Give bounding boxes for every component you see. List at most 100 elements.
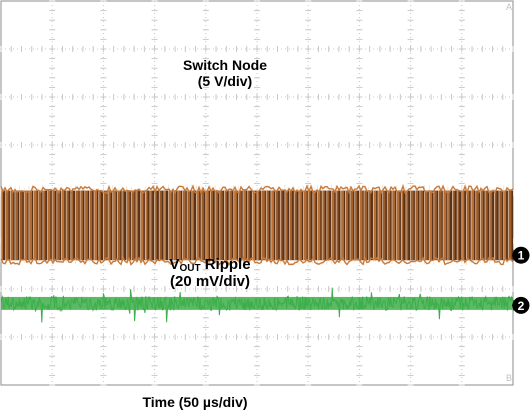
channel-marker-label: 2 xyxy=(518,299,525,313)
switch-node-pulse xyxy=(443,190,447,261)
switch-node-pulse xyxy=(108,190,111,261)
switch-node-pulse xyxy=(177,190,181,261)
switch-node-pulse xyxy=(466,190,470,261)
switch-node-pulse xyxy=(205,190,209,261)
switch-node-pulse xyxy=(270,190,274,261)
switch-node-pulse xyxy=(10,190,14,261)
switch-node-pulse xyxy=(471,190,475,261)
switch-node-pulse xyxy=(336,190,339,261)
switch-node-pulse xyxy=(322,190,325,261)
switch-node-pulse xyxy=(122,190,125,261)
switch-node-pulse xyxy=(201,190,204,261)
switch-node-pulse xyxy=(219,190,223,261)
switch-node-pulse xyxy=(182,190,186,261)
switch-node-pulse xyxy=(252,190,256,261)
switch-node-pulse xyxy=(405,190,409,261)
switch-node-pulse xyxy=(243,190,246,261)
switch-node-pulse xyxy=(364,190,368,261)
vout-ripple-label-v: V xyxy=(169,256,180,273)
switch-node-pulse xyxy=(350,190,354,261)
switch-node-pulse xyxy=(145,190,148,261)
switch-node-pulse xyxy=(298,190,302,261)
switch-node-pulse xyxy=(210,190,213,261)
switch-node-pulse xyxy=(247,190,250,261)
switch-node-pulse xyxy=(229,190,232,261)
switch-node-pulse xyxy=(275,190,279,261)
switch-node-pulse xyxy=(14,190,18,261)
switch-node-pulse xyxy=(429,190,433,261)
switch-node-pulse xyxy=(303,190,307,261)
switch-node-pulse xyxy=(280,190,283,261)
switch-node-pulse xyxy=(98,190,101,261)
switch-node-pulse xyxy=(461,190,465,261)
switch-node-pulse xyxy=(84,190,88,261)
switch-node-pulse xyxy=(391,190,396,261)
switch-node-pulse xyxy=(103,190,107,261)
channel-marker-2 xyxy=(512,296,530,314)
vout-ripple-trace-group xyxy=(0,287,513,323)
vout-ripple-label: VOUT Ripple (20 mV/div) xyxy=(150,256,270,291)
switch-node-pulse xyxy=(70,190,74,261)
switch-node-pulse xyxy=(19,190,23,261)
switch-node-pulse xyxy=(266,190,269,261)
switch-node-high-edge xyxy=(0,183,514,196)
switch-node-pulse xyxy=(508,190,512,261)
switch-node-pulse xyxy=(480,190,484,261)
switch-node-pulse xyxy=(457,190,460,261)
switch-node-pulse xyxy=(28,190,33,261)
switch-node-pulse xyxy=(284,190,288,261)
vout-ripple-trace xyxy=(0,287,513,323)
corner-label-bottom-right: B xyxy=(506,373,512,383)
switch-node-trace-group xyxy=(0,183,514,266)
switch-node-label: Switch Node (5 V/div) xyxy=(150,57,300,89)
corner-label-top-right: A xyxy=(506,2,512,12)
vout-ripple-label-subscript: OUT xyxy=(179,263,201,274)
switch-node-pulse xyxy=(238,190,242,261)
switch-node-pulse xyxy=(452,190,455,261)
switch-node-pulse xyxy=(38,190,42,261)
switch-node-pulse xyxy=(396,190,400,261)
switch-node-label-name: Switch Node xyxy=(182,57,267,73)
switch-node-pulse xyxy=(326,190,330,261)
vout-ripple-label-scale: (20 mV/div) xyxy=(169,273,251,291)
channel-marker-1 xyxy=(512,246,530,264)
switch-node-pulse xyxy=(317,190,321,261)
channel-markers: 12 xyxy=(512,246,530,314)
switch-node-pulse xyxy=(215,190,218,261)
switch-node-pulse xyxy=(135,190,139,261)
switch-node-pulse xyxy=(368,190,371,261)
switch-node-pulse xyxy=(191,190,195,261)
switch-node-pulse xyxy=(154,190,157,261)
x-axis-label: Time (50 µs/div) xyxy=(142,394,248,410)
switch-node-pulse xyxy=(438,190,442,261)
switch-node-pulse xyxy=(42,190,46,261)
switch-node-pulse xyxy=(419,190,423,261)
switch-node-pulse xyxy=(89,190,93,261)
switch-node-pulse xyxy=(382,190,386,261)
switch-node-pulse xyxy=(1,190,3,261)
switch-node-pulse xyxy=(187,190,191,261)
switch-node-low-edge xyxy=(0,256,514,266)
switch-node-pulse xyxy=(75,190,79,261)
switch-node-pulse xyxy=(112,190,116,261)
vout-ripple-label-rest: Ripple xyxy=(200,256,251,273)
switch-node-pulse xyxy=(33,190,37,261)
switch-node-pulse xyxy=(494,190,497,261)
switch-node-pulse xyxy=(149,190,153,261)
switch-node-pulse xyxy=(373,190,377,261)
switch-node-pulse xyxy=(52,190,55,261)
switch-node-pulse xyxy=(80,190,83,261)
switch-node-pulse xyxy=(66,190,69,261)
switch-node-pulse xyxy=(289,190,293,261)
switch-node-pulse xyxy=(499,190,503,261)
switch-node-pulse xyxy=(24,190,28,261)
switch-node-pulse xyxy=(354,190,358,261)
switch-node-pulse xyxy=(447,190,451,261)
switch-node-pulse xyxy=(117,190,121,261)
switch-node-label-scale: (5 V/div) xyxy=(197,72,253,89)
switch-node-pulse xyxy=(261,190,265,261)
switch-node-pulse xyxy=(196,190,200,261)
switch-node-pulse xyxy=(159,190,162,261)
switch-node-pulse xyxy=(294,190,297,261)
